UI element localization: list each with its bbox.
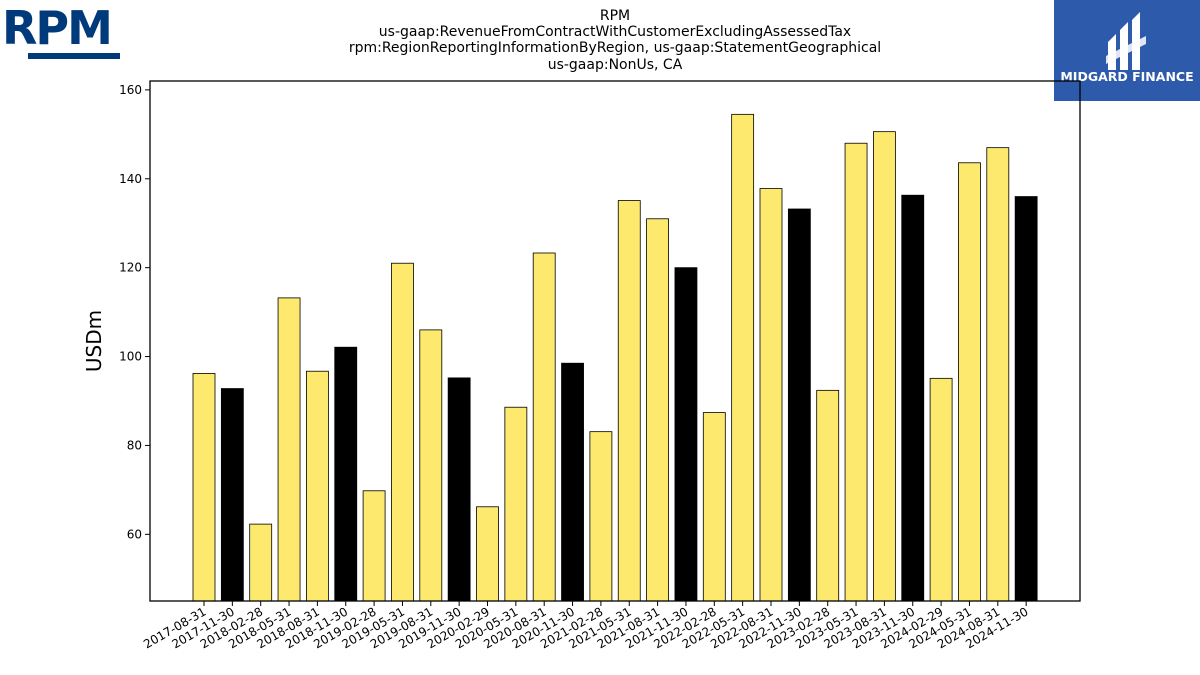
bar-2020-02-29	[476, 506, 499, 602]
bar-2019-05-31	[391, 262, 414, 602]
chart-title: RPM us-gaap:RevenueFromContractWithCusto…	[349, 8, 881, 73]
y-tick-label: 140	[119, 172, 142, 186]
y-axis: 60 80 100 120 140 160	[119, 83, 150, 541]
bar-2023-11-30	[901, 194, 925, 602]
bar-2022-02-28	[702, 412, 726, 602]
y-tick-label: 100	[119, 350, 142, 364]
bar-2022-05-31	[731, 113, 755, 602]
bar-series	[192, 113, 1038, 602]
plot-frame	[149, 80, 1081, 602]
bar-2018-08-31	[305, 370, 329, 602]
bar-2018-02-28	[249, 523, 273, 602]
bar-2024-02-29	[929, 377, 953, 602]
rpm-logo-underline	[28, 53, 120, 59]
chart-title-line-4: us-gaap:NonUs, CA	[548, 57, 683, 73]
bar-2020-08-31	[532, 252, 556, 602]
bar-2024-11-30	[1014, 196, 1038, 602]
midgard-finance-logo: MIDGARD FINANCE	[1054, 0, 1200, 101]
bar-2023-02-28	[816, 389, 840, 602]
y-tick-label: 80	[127, 438, 142, 452]
bar-2022-08-31	[759, 188, 783, 602]
bar-2021-08-31	[646, 218, 669, 602]
bar-2024-08-31	[986, 147, 1010, 602]
bar-2018-11-30	[334, 346, 358, 602]
midgard-logo-mark-icon	[1106, 12, 1146, 70]
bar-2017-08-31	[192, 373, 216, 602]
x-axis: 2017-08-312017-11-302018-02-282018-05-31…	[141, 601, 1031, 651]
bar-2017-11-30	[220, 388, 244, 602]
rpm-logo-text: RPM	[2, 1, 111, 55]
midgard-logo-text: MIDGARD FINANCE	[1060, 69, 1193, 84]
bar-2021-05-31	[617, 200, 641, 602]
bar-2018-05-31	[277, 297, 301, 602]
bar-2020-05-31	[504, 406, 528, 602]
bar-2020-11-30	[561, 362, 584, 602]
y-tick-label: 160	[119, 83, 142, 97]
rpm-logo: RPM	[2, 1, 120, 59]
y-axis-label: USDm	[82, 310, 106, 372]
chart-title-line-2: us-gaap:RevenueFromContractWithCustomerE…	[379, 24, 851, 40]
chart-title-line-3: rpm:RegionReportingInformationByRegion, …	[349, 40, 881, 56]
y-tick-label: 120	[119, 261, 142, 275]
bar-2021-11-30	[674, 267, 698, 602]
bar-2019-02-28	[362, 490, 386, 602]
bar-2022-11-30	[787, 208, 811, 602]
bar-2024-05-31	[958, 162, 981, 602]
bar-2019-11-30	[447, 377, 471, 602]
chart-title-line-1: RPM	[600, 8, 630, 24]
bar-2019-08-31	[419, 329, 443, 602]
y-tick-label: 60	[127, 527, 142, 541]
bar-2021-02-28	[589, 431, 613, 602]
bar-2023-08-31	[873, 131, 896, 602]
bar-2023-05-31	[844, 142, 868, 602]
